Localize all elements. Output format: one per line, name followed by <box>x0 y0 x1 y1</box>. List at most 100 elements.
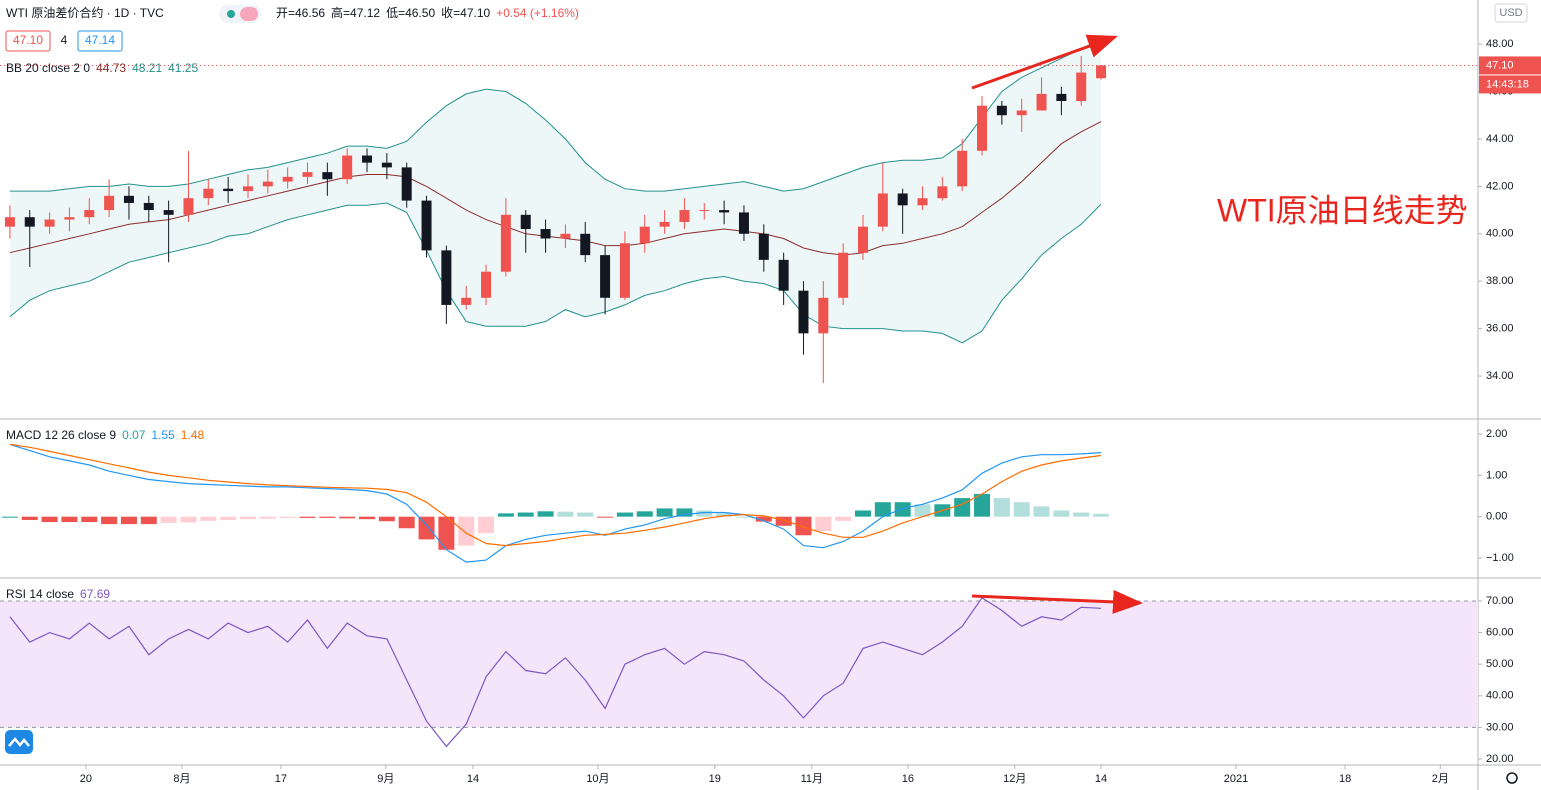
macd-histogram-bar <box>795 516 812 536</box>
rsi-legend: RSI 14 close 67.69 <box>6 587 110 601</box>
legend-value: 67.69 <box>80 587 110 601</box>
ohlc-value: 低=46.50 <box>386 6 435 20</box>
candle-body <box>798 290 809 334</box>
macd-histogram-bar <box>160 516 177 523</box>
settings-icon[interactable] <box>1506 772 1518 784</box>
legend-value: 41.25 <box>168 61 198 75</box>
legend-label: BB 20 close 2 0 <box>6 61 90 75</box>
y-tick-label: 1.00 <box>1486 469 1507 481</box>
macd-histogram-bar <box>696 510 713 517</box>
candle-body <box>897 193 908 206</box>
candle-body <box>619 243 630 298</box>
macd-histogram-bar <box>894 502 911 517</box>
candle-body <box>262 181 273 187</box>
macd-histogram-bar <box>359 516 376 520</box>
candle-body <box>917 198 928 206</box>
candle-body <box>401 167 412 201</box>
macd-histogram-bar <box>835 516 852 521</box>
candle-body <box>957 150 968 187</box>
macd-histogram-bar <box>339 516 356 519</box>
ohlc: 开=46.56 高=47.12 低=46.50 收=47.10 +0.54 (+1.16… <box>276 5 579 20</box>
macd-histogram-bar <box>120 516 137 525</box>
macd-histogram-bar <box>200 516 217 521</box>
y-tick-label: 40.00 <box>1486 690 1514 702</box>
candle-body <box>818 297 829 334</box>
candle-body <box>302 172 313 177</box>
last-price-label: 47.10 <box>1486 59 1514 71</box>
candle-body <box>24 217 35 227</box>
x-tick-label: 9月 <box>377 773 394 785</box>
macd-histogram-bar <box>1093 513 1110 517</box>
candle-body <box>183 198 194 215</box>
currency-box[interactable] <box>1494 3 1528 23</box>
candle-body <box>699 210 710 212</box>
status-dot <box>227 10 235 18</box>
macd-histogram-bar <box>239 516 256 520</box>
candle-body <box>877 193 888 227</box>
macd-histogram-bar <box>974 493 991 517</box>
y-tick-label: 30.00 <box>1486 721 1514 733</box>
candle-body <box>362 155 373 163</box>
candle-body <box>223 188 234 192</box>
bid-box[interactable] <box>5 30 51 52</box>
macd-histogram-bar <box>1013 502 1030 517</box>
candle-body <box>322 172 333 180</box>
status-icon <box>240 7 258 21</box>
x-tick-label: 17 <box>275 773 287 785</box>
macd-histogram-bar <box>993 498 1010 517</box>
macd-histogram-bar <box>21 516 38 520</box>
macd-histogram-bar <box>735 516 752 518</box>
macd-histogram-bar <box>755 516 772 522</box>
macd-histogram-bar <box>537 511 554 517</box>
macd-histogram-bar <box>299 516 316 518</box>
y-tick-label: 50.00 <box>1486 658 1514 670</box>
x-tick-label: 12月 <box>1003 773 1026 785</box>
candle-body <box>758 233 769 260</box>
legend-value: 1.55 <box>151 428 175 442</box>
macd-histogram-bar <box>676 508 693 517</box>
x-tick-label: 19 <box>709 773 721 785</box>
band-fill <box>9 39 1102 343</box>
macd-histogram-bar <box>418 516 435 540</box>
bb-legend: BB 20 close 2 0 44.73 48.21 41.25 <box>6 61 198 75</box>
y-tick-label: 34.00 <box>1486 370 1514 382</box>
macd-histogram-bar <box>616 512 633 517</box>
candle-body <box>838 252 849 298</box>
candle-body <box>996 105 1007 116</box>
candle-body <box>143 202 154 211</box>
ohlc-value: 开=46.56 <box>276 6 325 20</box>
ask-box[interactable] <box>77 30 123 52</box>
macd-histogram-bar <box>636 511 653 517</box>
symbol-title: WTI 原油差价合约 · 1D · TVC <box>6 5 164 20</box>
candle-body <box>381 162 392 168</box>
macd-histogram-bar <box>279 516 296 518</box>
macd-histogram-bar <box>140 516 157 525</box>
y-tick-label: 2.00 <box>1486 428 1507 440</box>
macd-histogram-bar <box>398 516 415 529</box>
x-tick-label: 2021 <box>1224 773 1248 785</box>
macd-histogram-bar <box>1 516 18 518</box>
y-tick-label: 0.00 <box>1486 511 1507 523</box>
candle-body <box>600 255 611 298</box>
trend-arrow <box>971 34 1118 90</box>
macd-histogram-bar <box>101 516 118 525</box>
ohlc-value: 收=47.10 <box>441 6 490 20</box>
countdown-tag <box>1479 75 1541 94</box>
candle-body <box>977 105 988 151</box>
y-tick-label: 44.00 <box>1486 133 1514 145</box>
bb-upper <box>9 38 1102 192</box>
macd-histogram-bar <box>438 516 455 550</box>
candle-body <box>778 259 789 291</box>
candle-body <box>481 271 492 298</box>
y-tick-label: −1.00 <box>1486 552 1514 564</box>
ask: 47.14 <box>85 33 115 47</box>
candle-body <box>580 233 591 256</box>
candle-body <box>1016 110 1027 116</box>
candle-body <box>282 176 293 182</box>
y-tick-label: 42.00 <box>1486 180 1514 192</box>
candle-body <box>84 210 95 218</box>
macd-histogram-bar <box>557 511 574 517</box>
spread: 4 <box>61 33 68 47</box>
countdown: 14:43:18 <box>1486 78 1529 90</box>
macd-histogram-bar <box>597 516 614 518</box>
